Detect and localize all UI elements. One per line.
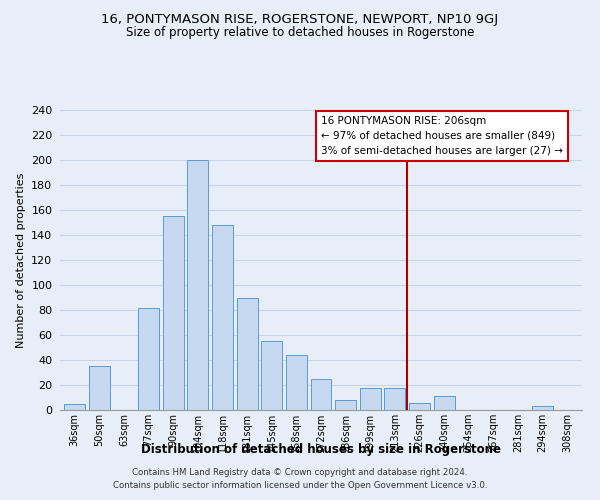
Bar: [261, 341, 282, 410]
Bar: [138, 308, 159, 410]
Bar: [163, 216, 184, 410]
Bar: [434, 396, 455, 410]
Bar: [212, 225, 233, 410]
Text: Distribution of detached houses by size in Rogerstone: Distribution of detached houses by size …: [141, 442, 501, 456]
Bar: [409, 402, 430, 410]
Bar: [385, 388, 406, 410]
Bar: [64, 404, 85, 410]
Bar: [187, 160, 208, 410]
Text: 16, PONTYMASON RISE, ROGERSTONE, NEWPORT, NP10 9GJ: 16, PONTYMASON RISE, ROGERSTONE, NEWPORT…: [101, 12, 499, 26]
Bar: [236, 298, 257, 410]
Bar: [335, 400, 356, 410]
Text: Size of property relative to detached houses in Rogerstone: Size of property relative to detached ho…: [126, 26, 474, 39]
Bar: [89, 366, 110, 410]
Text: Contains public sector information licensed under the Open Government Licence v3: Contains public sector information licen…: [113, 482, 487, 490]
Y-axis label: Number of detached properties: Number of detached properties: [16, 172, 26, 348]
Bar: [311, 379, 331, 410]
Bar: [360, 388, 381, 410]
Text: Contains HM Land Registry data © Crown copyright and database right 2024.: Contains HM Land Registry data © Crown c…: [132, 468, 468, 477]
Bar: [286, 355, 307, 410]
Bar: [532, 406, 553, 410]
Text: 16 PONTYMASON RISE: 206sqm
← 97% of detached houses are smaller (849)
3% of semi: 16 PONTYMASON RISE: 206sqm ← 97% of deta…: [321, 116, 563, 156]
